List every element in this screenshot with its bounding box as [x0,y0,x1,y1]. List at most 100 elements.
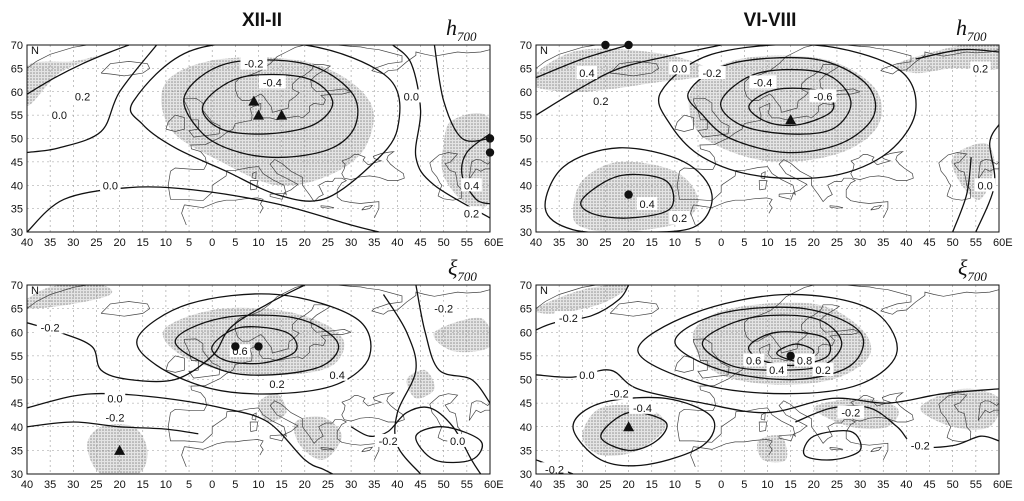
coastline [181,446,187,468]
triangle-marker [253,109,264,120]
coastline [320,205,335,209]
contour-label-background [974,178,996,192]
correlation-isoline [975,124,999,232]
coastline [234,45,352,113]
contour-label: 0.0 [404,91,419,103]
contour-label: -0.2 [559,313,578,325]
longitude-tick-label: 45 [923,237,935,249]
longitude-tick-label: 55 [970,237,982,249]
longitude-tick-label: 15 [276,237,288,249]
coastline [165,114,185,132]
longitude-tick-label: 25 [322,479,334,491]
circle-marker [786,351,795,361]
coastline [674,114,694,132]
coastline [977,400,999,421]
contour-label-background [669,61,690,75]
triangle-marker [785,114,797,125]
correlation-isoline [536,45,722,116]
coastline [699,91,861,158]
longitude-tick-label: 35 [877,479,889,491]
correlation-isoline [415,285,490,404]
correlation-isoline [600,411,668,452]
contour-label: 0.4 [769,365,784,377]
latitude-tick-label: 30 [11,227,23,239]
contour-label-background [430,301,458,315]
latitude-tick-label: 35 [520,204,532,216]
coastline [693,338,730,379]
contour-label: 0.2 [75,91,90,103]
contour-label-background [812,363,834,377]
contour-label: 0.2 [269,379,284,391]
coastline [778,192,794,200]
longitude-tick-label: 20 [113,479,125,491]
latitude-tick-label: 65 [520,63,532,75]
coastline [170,398,207,413]
coastline [167,159,347,203]
latitude-tick-label: 40 [11,180,23,192]
coastline [850,151,914,181]
map-panel-summer-xi700: -0.2 0.6 0.4 0.80.2 0.0 -0.2 -0.4 -0.2 -0.2 -0.2 3… [520,280,1013,491]
longitude-tick-label: 50 [438,237,450,249]
longitude-tick-label: 10 [160,237,172,249]
longitude-tick-label: 40 [900,237,912,249]
longitude-tick-label: 45 [414,237,426,249]
latitude-tick-label: 65 [11,63,23,75]
coastline [778,434,794,442]
correlation-isoline [580,173,675,219]
longitude-tick-label: 50 [947,237,959,249]
longitude-unit-label: E [496,479,503,491]
longitude-tick-label: 25 [831,237,843,249]
contour-label-background [837,405,865,419]
contour-label-background [605,386,633,400]
correlation-isoline [776,343,815,363]
coastline [693,439,773,456]
contour-label: -0.6 [814,91,833,103]
longitude-tick-label: 5 [741,237,747,249]
longitude-tick-label: 10 [669,237,681,249]
coastline [361,204,374,211]
contour-label: -0.2 [610,389,629,401]
correlation-isoline [392,45,490,219]
contour-label: 0.4 [639,199,654,211]
contour-label: 0.2 [464,208,479,220]
coastline [336,421,380,460]
coastline [167,400,347,444]
longitude-tick-label: 20 [622,237,634,249]
latitude-tick-label: 40 [520,180,532,192]
contour-label: 0.6 [746,356,761,368]
coastline [100,61,151,77]
contour-label: -0.4 [753,77,772,89]
correlation-isoline [637,293,898,395]
correlation-isoline [460,133,490,205]
significance-shading [688,55,882,163]
correlation-isoline [129,45,401,202]
contour-label-background [374,433,402,447]
latitude-unit-label: N [540,45,548,57]
longitude-tick-label: 35 [368,237,380,249]
contour-label-background [258,75,286,89]
coastline [690,204,696,226]
contour-label-background [749,75,777,89]
longitude-tick-label: 0 [718,479,724,491]
longitude-tick-label: 20 [299,479,311,491]
correlation-isoline [687,56,877,154]
coastline [251,171,257,180]
significance-shading [27,56,97,106]
longitude-tick-label: 10 [160,479,172,491]
correlation-isoline [536,45,629,79]
coastline [190,91,352,158]
variable-label-h-winter: h700 [446,15,477,44]
contour-label: -0.4 [263,77,282,89]
coastline [100,301,151,317]
longitude-tick-label: 5 [695,237,701,249]
latitude-unit-label: N [540,285,548,297]
longitude-tick-label: 20 [113,237,125,249]
map-panel-summer-h700: 0.0 -0.2 -0.4 -0.6 0.4 0.2 0.2 0.4 0.2 0.0 30 35 40 4… [520,40,1013,249]
contour-label-background [970,61,991,75]
latitude-tick-label: 45 [11,398,23,410]
contour-label-background [447,433,468,447]
coastline [676,159,856,203]
correlation-isoline [544,147,713,232]
longitude-unit-label: E [496,237,503,249]
longitude-tick-label: 40 [530,237,542,249]
